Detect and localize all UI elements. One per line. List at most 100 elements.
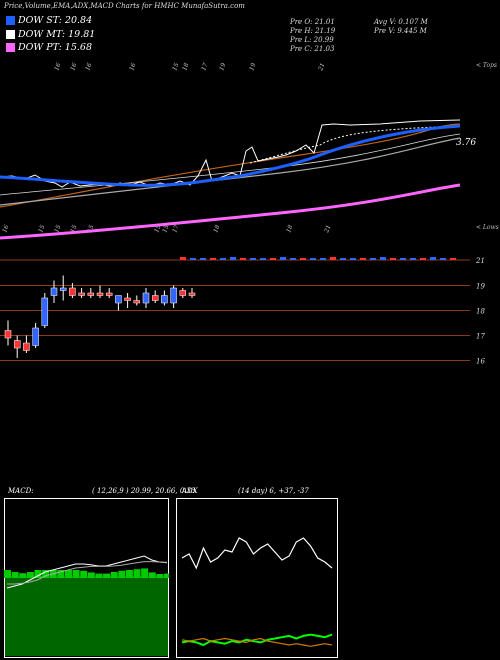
macd-hist-bar <box>34 570 42 578</box>
volume-bar <box>210 258 216 260</box>
volume-tick: 21 <box>475 257 485 265</box>
adx-plus-di-line <box>181 633 333 647</box>
macd-title: MACD: <box>8 487 34 495</box>
price-grid <box>0 285 470 361</box>
candle-body <box>50 287 58 296</box>
stat-avg-volume: Avg V: 0.107 M <box>374 18 428 26</box>
ema-gray-line <box>0 137 461 206</box>
volume-bar <box>330 257 336 260</box>
candle-body <box>161 295 168 304</box>
date-label-top: 16 <box>53 62 62 72</box>
date-label-bottom: 15 <box>161 224 170 234</box>
price-tick-label: 18 <box>476 308 485 316</box>
volume-bar <box>400 258 406 260</box>
candle-body <box>179 290 187 296</box>
candle-body <box>96 292 104 296</box>
candle-body <box>59 287 67 291</box>
date-label-top: 19 <box>248 62 257 72</box>
candle-body <box>32 327 39 346</box>
volume-bar <box>220 258 226 260</box>
candle-body <box>4 330 12 339</box>
page-title: Price,Volume,EMA,ADX,MACD Charts for HMH… <box>4 2 245 10</box>
macd-hist-bar <box>148 572 156 578</box>
volume-bar <box>310 258 316 260</box>
candle-body <box>78 292 85 296</box>
legend-dow-st: DOW ST: 20.84 <box>18 15 93 26</box>
candle-body <box>151 295 159 301</box>
volume-bar <box>190 258 196 260</box>
macd-hist-bar <box>103 573 111 578</box>
date-labels-top: 16 16 16 16 15 18 17 19 19 21 <box>53 62 326 73</box>
tops-label: < Tops <box>476 62 497 69</box>
adx-line <box>181 537 333 570</box>
macd-hist-bar <box>64 570 72 578</box>
date-label-top: 16 <box>69 62 78 72</box>
candle-body <box>124 297 131 301</box>
macd-signal-line <box>7 561 168 585</box>
ema-right-value: 3.76 <box>456 138 476 148</box>
volume-bar <box>360 258 366 260</box>
candle-body <box>188 292 196 296</box>
macd-hist-bar <box>57 570 65 578</box>
macd-zero-area <box>5 576 168 656</box>
dow-pt-line <box>0 183 461 240</box>
volume-bar <box>200 258 206 260</box>
volume-bar <box>430 257 436 260</box>
adx-params: (14 day) 6, +37, -37 <box>238 487 309 495</box>
macd-hist-bar <box>80 570 88 578</box>
macd-hist-bar <box>164 573 169 578</box>
date-label-bottom: 15 <box>69 224 78 234</box>
macd-hist-bar <box>95 573 103 578</box>
volume-bars <box>180 257 456 260</box>
macd-hist-bar <box>118 570 126 578</box>
candlestick-chart: 19 18 17 16 <box>0 275 485 366</box>
volume-bar <box>380 257 386 260</box>
macd-hist-bar <box>72 570 80 578</box>
ema-light-line <box>0 133 461 196</box>
candle-body <box>170 287 177 304</box>
candle-body <box>133 300 141 304</box>
lows-label: < Lows <box>476 224 499 231</box>
volume-bar <box>320 258 326 260</box>
macd-hist-bar <box>110 572 118 578</box>
macd-hist-bar <box>125 570 133 578</box>
volume-bar <box>260 258 266 260</box>
stat-open: Pre O: 21.01 <box>290 18 335 26</box>
adx-chart <box>176 498 338 658</box>
stat-volume: Pre V: 9.445 M <box>374 27 427 35</box>
candle-body <box>23 342 30 351</box>
macd-hist-bar <box>42 570 50 578</box>
candle-body <box>115 295 122 304</box>
volume-bar <box>350 258 356 260</box>
date-label-bottom: 15 <box>86 224 95 234</box>
volume-bar <box>280 257 286 260</box>
volume-bar <box>250 258 256 260</box>
macd-params: ( 12,26,9 ) 20.99, 20.66, 0.33 <box>92 487 196 495</box>
stat-close: Pre C: 21.03 <box>290 45 335 53</box>
volume-bar <box>240 258 246 260</box>
volume-bar <box>370 258 376 260</box>
date-label-top: 17 <box>200 62 209 72</box>
volume-bar <box>450 258 456 260</box>
candle-body <box>87 292 95 296</box>
date-label-top: 18 <box>181 62 190 72</box>
volume-bar <box>410 258 416 260</box>
date-label-bottom: 17 <box>171 224 180 234</box>
candle-body <box>41 297 49 326</box>
volume-bar <box>180 257 186 260</box>
macd-hist-bar <box>133 569 141 578</box>
price-tick-labels: 19 18 17 16 <box>476 283 485 366</box>
legend-swatch-dow-mt <box>6 30 15 39</box>
macd-chart <box>4 498 169 658</box>
date-label-top: 21 <box>317 62 327 73</box>
stat-low: Pre L: 20.99 <box>290 36 334 44</box>
macd-hist-bar <box>4 570 11 578</box>
stat-high: Pre H: 21.19 <box>290 27 336 35</box>
ema-chart: < Tops < Lows 3.76 16 16 16 16 15 18 17 19 19 21 … <box>0 62 499 240</box>
candles <box>4 275 196 358</box>
macd-hist-bar <box>11 572 19 578</box>
macd-hist-bar <box>26 572 34 578</box>
legend-dow-mt: DOW MT: 19.81 <box>18 29 96 40</box>
date-label-bottom: 21 <box>323 224 333 235</box>
